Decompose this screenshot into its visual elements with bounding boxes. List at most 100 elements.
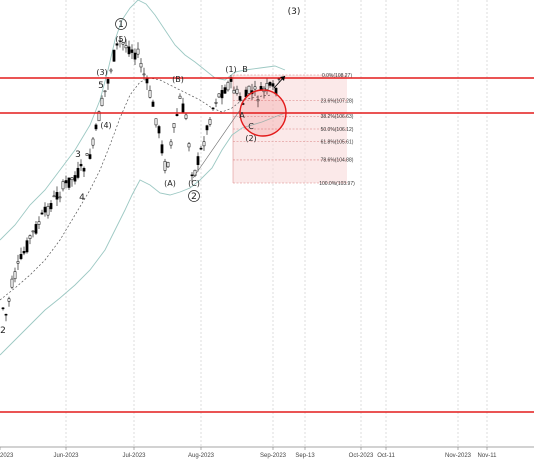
candle-body [253, 86, 257, 90]
candle-body [187, 143, 191, 148]
candle-body [94, 124, 98, 130]
candle-body [97, 111, 101, 122]
wave-label-12: (1) [225, 65, 236, 74]
candle-body [88, 154, 92, 159]
x-tick-label-8: Nov-2023 [445, 453, 472, 459]
candle-body [85, 153, 89, 156]
candle-body [211, 107, 215, 110]
moving-average-line [0, 77, 273, 301]
fib-level-label-2: 38.2%(106.63) [321, 114, 354, 120]
candle-body [208, 119, 212, 125]
candle-body [235, 88, 239, 94]
grid-lines [65, 0, 488, 447]
candle-body [67, 177, 71, 188]
candle-body [109, 69, 113, 72]
x-tick-label-5: Sep-13 [295, 453, 315, 459]
candle-body [52, 195, 56, 198]
trend-line [192, 109, 241, 179]
wave-label-13: B [242, 65, 248, 74]
annotations: 2 4 3 5 (4) (3) (5) 1 (A) (B) (C) 2 (1) B AC (2) (3) [0, 7, 300, 336]
candle-body [7, 298, 11, 302]
candle-body [43, 206, 47, 213]
candle-body [106, 79, 110, 84]
candle-body [76, 167, 80, 178]
candle-body [25, 240, 29, 253]
candle-body [247, 85, 251, 94]
candle-body [205, 125, 209, 131]
wave-label-1: 4 [79, 193, 85, 203]
candle-body [46, 206, 50, 216]
upper-band-line [0, 0, 286, 241]
candle-body [196, 156, 200, 165]
candle-body [100, 97, 104, 106]
candle-body [13, 271, 17, 280]
candle-body [79, 163, 83, 167]
fib-level-label-4: 61.8%(105.61) [321, 140, 354, 146]
wave-label-17: (3) [288, 7, 301, 17]
fib-level-label-0: 0.0%(108.27) [322, 73, 352, 79]
candle-body [151, 101, 155, 107]
candle-body [193, 169, 197, 176]
wave-label-15: C [248, 122, 254, 131]
candle-body [112, 49, 116, 62]
candle-body [10, 278, 14, 288]
candle-body [163, 161, 167, 171]
wave-label-6: (5) [115, 35, 126, 44]
candle-body [238, 96, 242, 101]
wave-label-14: A [239, 111, 245, 120]
candle-body [178, 95, 182, 99]
wave-label-8: (A) [164, 179, 176, 188]
lower-band-line [0, 112, 286, 356]
candle-body [256, 99, 260, 102]
wave-label-circle-7 [115, 18, 127, 30]
fib-level-label-1: 23.6%(107.28) [321, 98, 354, 104]
candle-body [4, 313, 8, 316]
candle-body [19, 254, 23, 260]
candle-body [64, 180, 68, 184]
candle-body [190, 174, 194, 177]
candle-body [139, 63, 143, 68]
candle-body [214, 102, 218, 104]
projection-arrow-head [280, 76, 285, 81]
candle-body [160, 144, 164, 154]
x-tick-label-9: Nov-11 [478, 453, 498, 459]
candle-body [130, 49, 134, 53]
candle-body [55, 192, 59, 200]
candle-body [172, 123, 176, 128]
candle-body [271, 83, 275, 87]
candle-body [154, 118, 158, 126]
candle-body [220, 90, 224, 99]
candle-body [217, 93, 221, 98]
support-circle [239, 89, 287, 137]
candle-body [37, 221, 41, 225]
wave-label-4: (4) [100, 121, 111, 130]
candle-body [232, 90, 236, 94]
candle-body [148, 90, 152, 98]
candle-body [136, 48, 140, 55]
candle-body [49, 203, 53, 210]
wave-label-10: (C) [188, 179, 200, 188]
candle-body [169, 141, 173, 146]
candle-body [70, 177, 74, 181]
wave-label-0: 2 [0, 326, 6, 336]
wave-label-3: 5 [98, 81, 104, 91]
candle-body [118, 40, 122, 42]
candle-body [142, 73, 146, 76]
candle-body [34, 224, 38, 234]
wave-label-7: 1 [118, 20, 124, 30]
candle-body [115, 43, 119, 46]
candle-body [73, 175, 77, 182]
wave-label-2: 3 [75, 150, 81, 160]
x-axis: 2023 Jun-2023 Jul-2023 Aug-2023 Sep-2023 Sep-… [0, 446, 534, 459]
x-tick-label-6: Oct-2023 [349, 453, 374, 459]
candle-body [103, 90, 107, 93]
candle-body [175, 114, 179, 116]
candle-body [226, 82, 230, 91]
candle-body [199, 147, 203, 150]
fib-level-label-5: 78.6%(104.88) [321, 158, 354, 164]
candle-body [40, 212, 44, 215]
candle-body [181, 103, 185, 113]
candle-body [202, 141, 206, 147]
